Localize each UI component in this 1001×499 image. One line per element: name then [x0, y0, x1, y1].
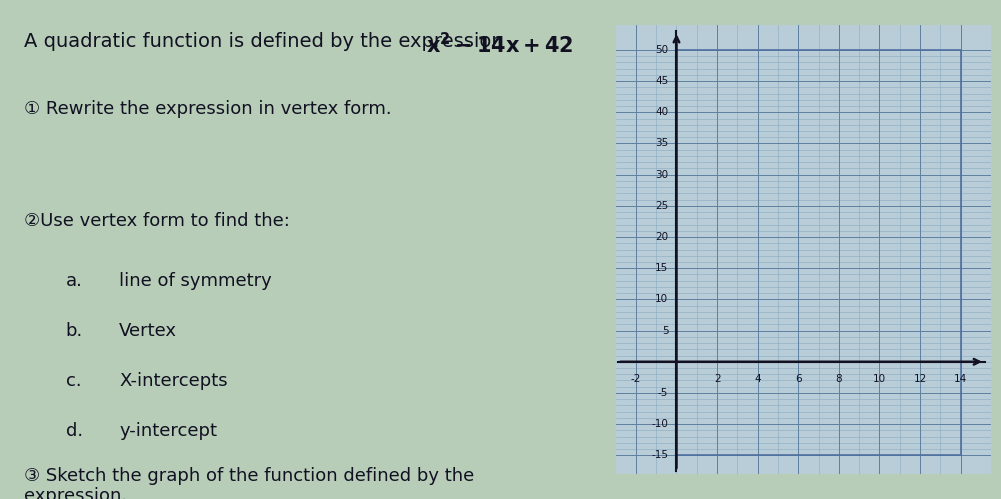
Text: 45: 45 [655, 76, 669, 86]
Text: $\mathbf{x^2 - 14x + 42}$: $\mathbf{x^2 - 14x + 42}$ [425, 32, 574, 58]
Text: A quadratic function is defined by the expression: A quadratic function is defined by the e… [24, 32, 516, 51]
Text: -15: -15 [652, 450, 669, 461]
Text: ②Use vertex form to find the:: ②Use vertex form to find the: [24, 212, 289, 230]
Text: 6: 6 [795, 374, 802, 384]
Text: d.: d. [65, 422, 83, 440]
Text: 40: 40 [656, 107, 669, 117]
Text: 35: 35 [655, 138, 669, 149]
Text: 20: 20 [656, 232, 669, 242]
Text: 4: 4 [755, 374, 761, 384]
Text: ① Rewrite the expression in vertex form.: ① Rewrite the expression in vertex form. [24, 100, 391, 118]
Text: 15: 15 [655, 263, 669, 273]
Text: y-intercept: y-intercept [119, 422, 217, 440]
Text: Vertex: Vertex [119, 322, 177, 340]
Text: 12: 12 [913, 374, 927, 384]
Text: c.: c. [65, 372, 81, 390]
Text: 14: 14 [954, 374, 967, 384]
Text: a.: a. [65, 272, 82, 290]
Text: line of symmetry: line of symmetry [119, 272, 272, 290]
Text: -10: -10 [652, 419, 669, 429]
Text: -2: -2 [631, 374, 641, 384]
Text: ③ Sketch the graph of the function defined by the
expression.: ③ Sketch the graph of the function defin… [24, 467, 474, 499]
Text: 50: 50 [656, 45, 669, 55]
Text: X-intercepts: X-intercepts [119, 372, 228, 390]
Text: -5: -5 [658, 388, 669, 398]
Text: 10: 10 [656, 294, 669, 304]
Text: b.: b. [65, 322, 83, 340]
Bar [677, 50, 961, 455]
Text: 25: 25 [655, 201, 669, 211]
Text: 5: 5 [662, 325, 669, 336]
Text: 2: 2 [714, 374, 721, 384]
Text: 10: 10 [873, 374, 886, 384]
Text: 30: 30 [656, 170, 669, 180]
Text: 8: 8 [836, 374, 842, 384]
